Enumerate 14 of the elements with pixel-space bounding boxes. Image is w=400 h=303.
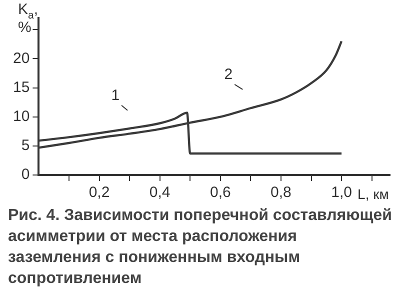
x-tick-label: 0,4 <box>149 184 170 202</box>
y-tick-label: 0 <box>21 166 30 184</box>
x-tick-label: 0,8 <box>270 184 292 202</box>
x-axis-title: L, км <box>358 186 389 202</box>
x-tick-label: 0,6 <box>210 184 231 202</box>
y-tick-label: 15 <box>12 78 30 96</box>
y-tick-label: 5 <box>21 137 30 154</box>
y-tick-label: 10 <box>12 108 30 125</box>
y-tick-label: 20 <box>12 50 30 67</box>
text: Рис. 4. Зависимости поперечной составляющей асимметрии от места расположения заземления с пониженным входным сопротивлением <box>7 206 394 289</box>
series-label: 2 <box>224 66 233 84</box>
series-label: 1 <box>111 87 120 104</box>
x-tick-label: 0,2 <box>88 184 110 202</box>
x-tick-label: 1,0 <box>331 184 352 202</box>
